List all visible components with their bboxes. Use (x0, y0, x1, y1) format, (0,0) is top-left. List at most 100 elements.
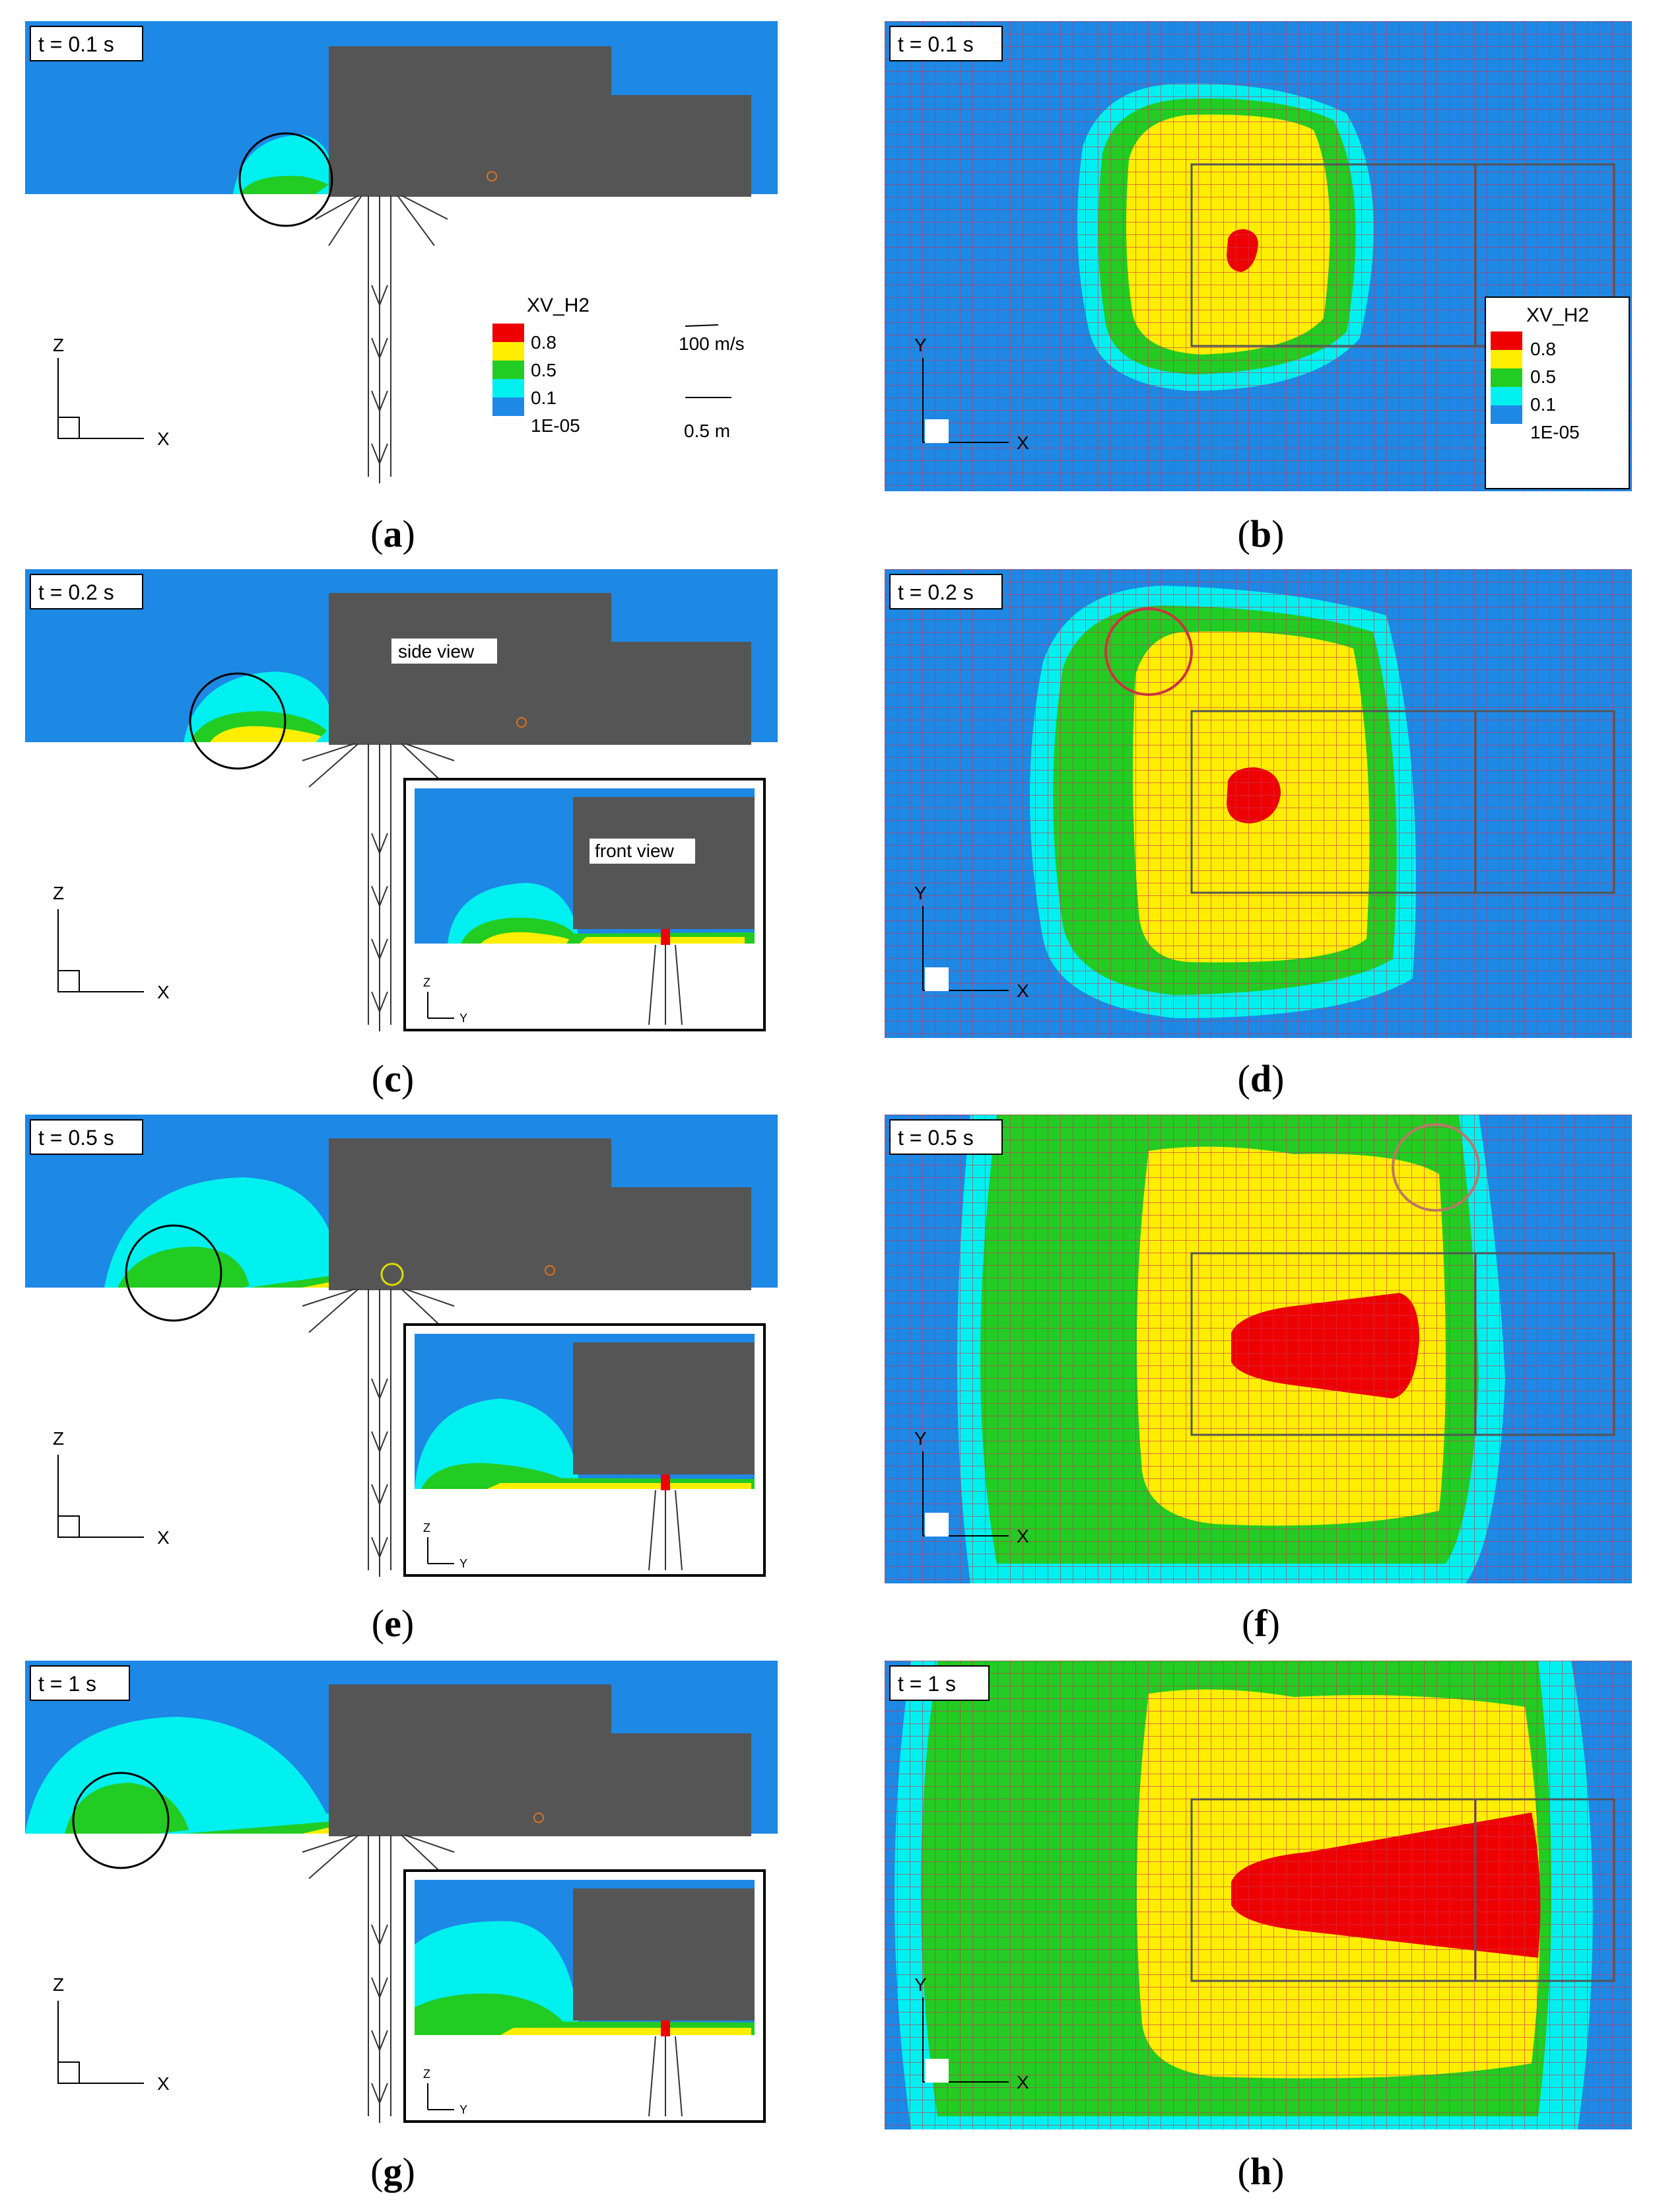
top-view-plot: t = 1 s Y X (885, 1661, 1632, 2129)
legend-level: 0.8 (1530, 339, 1556, 359)
caption-f: (f) (1242, 1602, 1280, 1645)
axis-label-vertical: Y (914, 335, 927, 355)
monitor-point (533, 1813, 544, 1823)
time-label-box (889, 26, 1003, 61)
axis-triad (57, 1455, 144, 1538)
caption-b: (b) (1237, 512, 1285, 555)
top-view-plot: t = 0.5 s Y X (885, 1115, 1632, 1583)
axis-label-vertical: Y (914, 1428, 927, 1449)
front-view-inset: Z Y (403, 1323, 766, 1577)
inset-axis-label-vertical: Z (423, 1521, 430, 1535)
time-label: t = 1 s (898, 1672, 956, 1696)
time-label-box (30, 1665, 130, 1701)
panel-g: t = 1 s Z X Z Y (25, 1661, 778, 2129)
axis-label-horizontal: X (157, 2073, 170, 2094)
caption-h: (h) (1237, 2150, 1285, 2193)
legend-level: 1E-05 (1530, 422, 1580, 442)
legend-swatch (492, 379, 524, 397)
panel-c: side view t = 0.2 s Z X front view (25, 569, 778, 1038)
panel-a: t = 0.1 s Z X XV_H2 0.8 0.5 0.1 1E-05 10… (25, 21, 778, 493)
obstacle (329, 1138, 611, 1290)
axis-label-vertical: Z (53, 883, 64, 903)
obstacle (329, 593, 611, 745)
axis-label-horizontal: X (157, 1527, 170, 1548)
highlight-circle (125, 1224, 222, 1322)
axis-label-horizontal: X (1017, 1526, 1029, 1546)
time-label-box (889, 1119, 1003, 1155)
panel-f: t = 0.5 s Y X (885, 1115, 1632, 1583)
legend-title: XV_H2 (1526, 304, 1589, 326)
highlight-circle (1104, 607, 1193, 696)
axis-label-horizontal: X (157, 982, 170, 1002)
axis-label-horizontal: X (1017, 981, 1029, 1001)
axis-triad (57, 358, 144, 439)
top-view-plot: t = 0.1 s XV_H2 0.8 0.5 0.1 1E-05 Y X (885, 21, 1632, 491)
front-view-inset: Z Y (403, 1869, 766, 2123)
obstacle (611, 95, 751, 197)
highlight-circle (238, 132, 333, 227)
time-label-box (30, 574, 143, 609)
axis-label-horizontal: X (1017, 2072, 1029, 2092)
axis-label-horizontal: X (1017, 432, 1029, 453)
legend-swatch (1491, 350, 1522, 368)
obstacle-outline (1474, 710, 1615, 894)
monitor-point (545, 1265, 555, 1276)
front-view-label: front view (595, 841, 675, 861)
legend-title: XV_H2 (527, 294, 590, 316)
mesh-grid (885, 1661, 1632, 2129)
legend-swatch (1491, 387, 1522, 405)
obstacle (611, 1733, 751, 1836)
time-label: t = 0.1 s (38, 32, 114, 56)
time-label-box (30, 26, 143, 61)
legend-swatch (1491, 368, 1522, 387)
legend-level: 0.1 (531, 388, 557, 408)
legend-level: 0.8 (531, 332, 557, 353)
front-view-inset: front view Z Y (403, 778, 766, 1031)
time-label-box (30, 1119, 143, 1155)
obstacle-outline (1474, 1252, 1615, 1436)
time-label-box (889, 1665, 990, 1701)
velocity-vectors (302, 1288, 455, 1577)
monitor-point (380, 1262, 404, 1286)
caption-e: (e) (371, 1602, 415, 1645)
inset-axis-label-horizontal: Y (459, 2103, 467, 2116)
mesh-grid (885, 1115, 1632, 1583)
panel-h: t = 1 s Y X (885, 1661, 1632, 2129)
legend-level: 0.1 (1530, 394, 1556, 415)
axis-triad (57, 2001, 144, 2084)
axis-triad (922, 906, 1009, 991)
side-view-plot: t = 0.5 s Z X Z Y (25, 1115, 778, 1577)
obstacle (611, 1187, 751, 1290)
legend-swatch (492, 324, 524, 342)
panel-b: t = 0.1 s XV_H2 0.8 0.5 0.1 1E-05 Y X (885, 21, 1632, 491)
legend-swatch (492, 342, 524, 361)
highlight-circle (189, 672, 287, 770)
time-label: t = 0.2 s (898, 580, 974, 604)
side-view-plot: t = 1 s Z X Z Y (25, 1661, 778, 2123)
legend-swatch (492, 397, 524, 416)
caption-c: (c) (371, 1057, 415, 1100)
length-scale-label: 0.5 m (684, 421, 730, 441)
inset-axis-label-vertical: Z (423, 2067, 430, 2081)
panel-e: t = 0.5 s Z X Z Y (25, 1115, 778, 1583)
highlight-circle (1392, 1123, 1480, 1212)
time-label: t = 0.5 s (38, 1126, 114, 1150)
time-label: t = 0.2 s (38, 580, 114, 604)
legend-swatch (1491, 405, 1522, 424)
inset-axis-label-vertical: Z (423, 976, 430, 989)
obstacle-outline (1474, 1798, 1615, 1982)
obstacle (329, 46, 611, 197)
axis-label-horizontal: X (157, 429, 170, 449)
axis-label-vertical: Z (53, 1428, 64, 1449)
legend-swatch (492, 361, 524, 379)
legend-swatch (1491, 331, 1522, 350)
legend-level: 0.5 (1530, 366, 1556, 387)
caption-g: (g) (370, 2150, 415, 2193)
time-label: t = 0.5 s (898, 1126, 974, 1150)
velocity-vectors (315, 195, 448, 483)
axis-label-vertical: Y (914, 1974, 927, 1995)
view-label-box (391, 639, 497, 664)
highlight-circle (72, 1772, 170, 1869)
caption-d: (d) (1237, 1057, 1285, 1100)
obstacle (329, 1684, 611, 1836)
